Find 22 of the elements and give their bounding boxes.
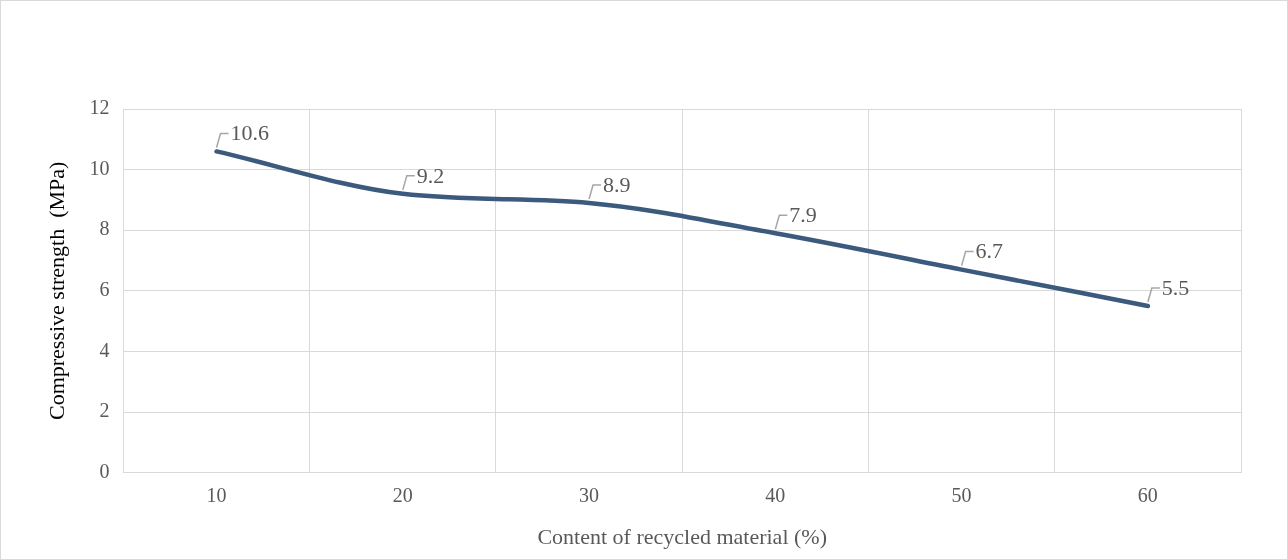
- line-series: [214, 149, 1151, 309]
- data-label: 9.2: [416, 162, 445, 188]
- x-tick-label: 30: [579, 483, 600, 506]
- x-axis-title: Content of recycled material (%): [537, 523, 827, 549]
- data-label: 8.9: [603, 171, 631, 197]
- y-tick-label: 10: [89, 156, 110, 179]
- data-label: 5.5: [1161, 274, 1190, 300]
- x-tick-label: 20: [392, 483, 413, 506]
- y-tick-label: 4: [99, 338, 110, 361]
- y-tick-label: 0: [99, 459, 110, 482]
- x-tick-label: 60: [1137, 483, 1158, 506]
- data-label: 6.7: [975, 238, 1004, 264]
- y-axis-title: Compressive strength (MPa): [43, 161, 69, 421]
- x-tick-label: 50: [951, 483, 972, 506]
- y-tick-label: 8: [99, 217, 110, 240]
- x-tick-label: 10: [206, 483, 227, 506]
- y-tick-label: 12: [89, 96, 110, 119]
- x-tick-label: 40: [765, 483, 786, 506]
- data-label: 7.9: [789, 202, 817, 228]
- y-tick-label: 2: [99, 399, 110, 422]
- data-label: 10.6: [230, 120, 270, 146]
- y-tick-label: 6: [99, 278, 110, 301]
